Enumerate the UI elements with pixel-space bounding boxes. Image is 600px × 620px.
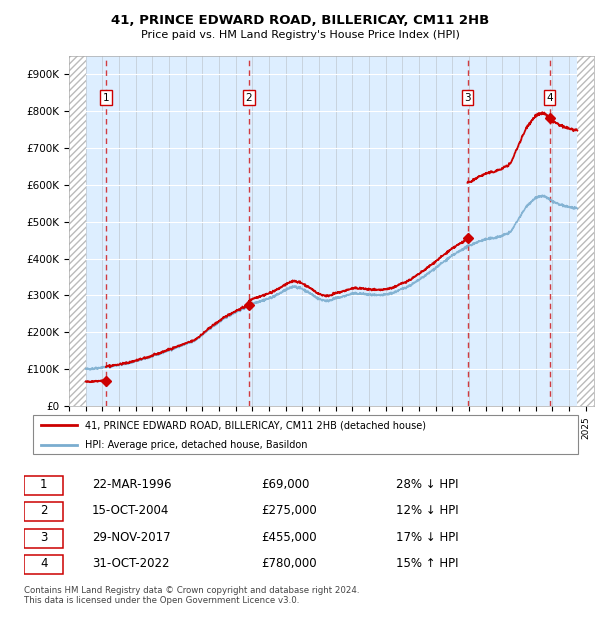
Text: 41, PRINCE EDWARD ROAD, BILLERICAY, CM11 2HB (detached house): 41, PRINCE EDWARD ROAD, BILLERICAY, CM11… [85,420,426,430]
Text: 15% ↑ HPI: 15% ↑ HPI [396,557,459,570]
Text: 3: 3 [464,93,471,103]
Text: 29-NOV-2017: 29-NOV-2017 [92,531,170,544]
Bar [69,56,86,406]
Text: £780,000: £780,000 [261,557,317,570]
Text: 2: 2 [40,505,47,517]
Text: 3: 3 [40,531,47,544]
Text: 1: 1 [103,93,109,103]
Text: 4: 4 [40,557,47,570]
Text: £275,000: £275,000 [261,505,317,517]
Text: 1: 1 [40,478,47,491]
Text: 41, PRINCE EDWARD ROAD, BILLERICAY, CM11 2HB: 41, PRINCE EDWARD ROAD, BILLERICAY, CM11… [111,14,489,27]
FancyBboxPatch shape [24,476,64,495]
Text: Price paid vs. HM Land Registry's House Price Index (HPI): Price paid vs. HM Land Registry's House … [140,30,460,40]
Text: 4: 4 [546,93,553,103]
FancyBboxPatch shape [24,555,64,574]
Text: 15-OCT-2004: 15-OCT-2004 [92,505,169,517]
FancyBboxPatch shape [24,502,64,521]
Text: £455,000: £455,000 [261,531,317,544]
Text: 31-OCT-2022: 31-OCT-2022 [92,557,169,570]
Text: 12% ↓ HPI: 12% ↓ HPI [396,505,459,517]
Text: HPI: Average price, detached house, Basildon: HPI: Average price, detached house, Basi… [85,440,308,450]
Text: 2: 2 [245,93,252,103]
Text: 22-MAR-1996: 22-MAR-1996 [92,478,171,491]
Text: 17% ↓ HPI: 17% ↓ HPI [396,531,459,544]
Text: £69,000: £69,000 [261,478,309,491]
FancyBboxPatch shape [24,529,64,547]
FancyBboxPatch shape [33,415,578,454]
Bar [577,56,594,406]
Text: Contains HM Land Registry data © Crown copyright and database right 2024.
This d: Contains HM Land Registry data © Crown c… [24,586,359,605]
Text: 28% ↓ HPI: 28% ↓ HPI [396,478,459,491]
